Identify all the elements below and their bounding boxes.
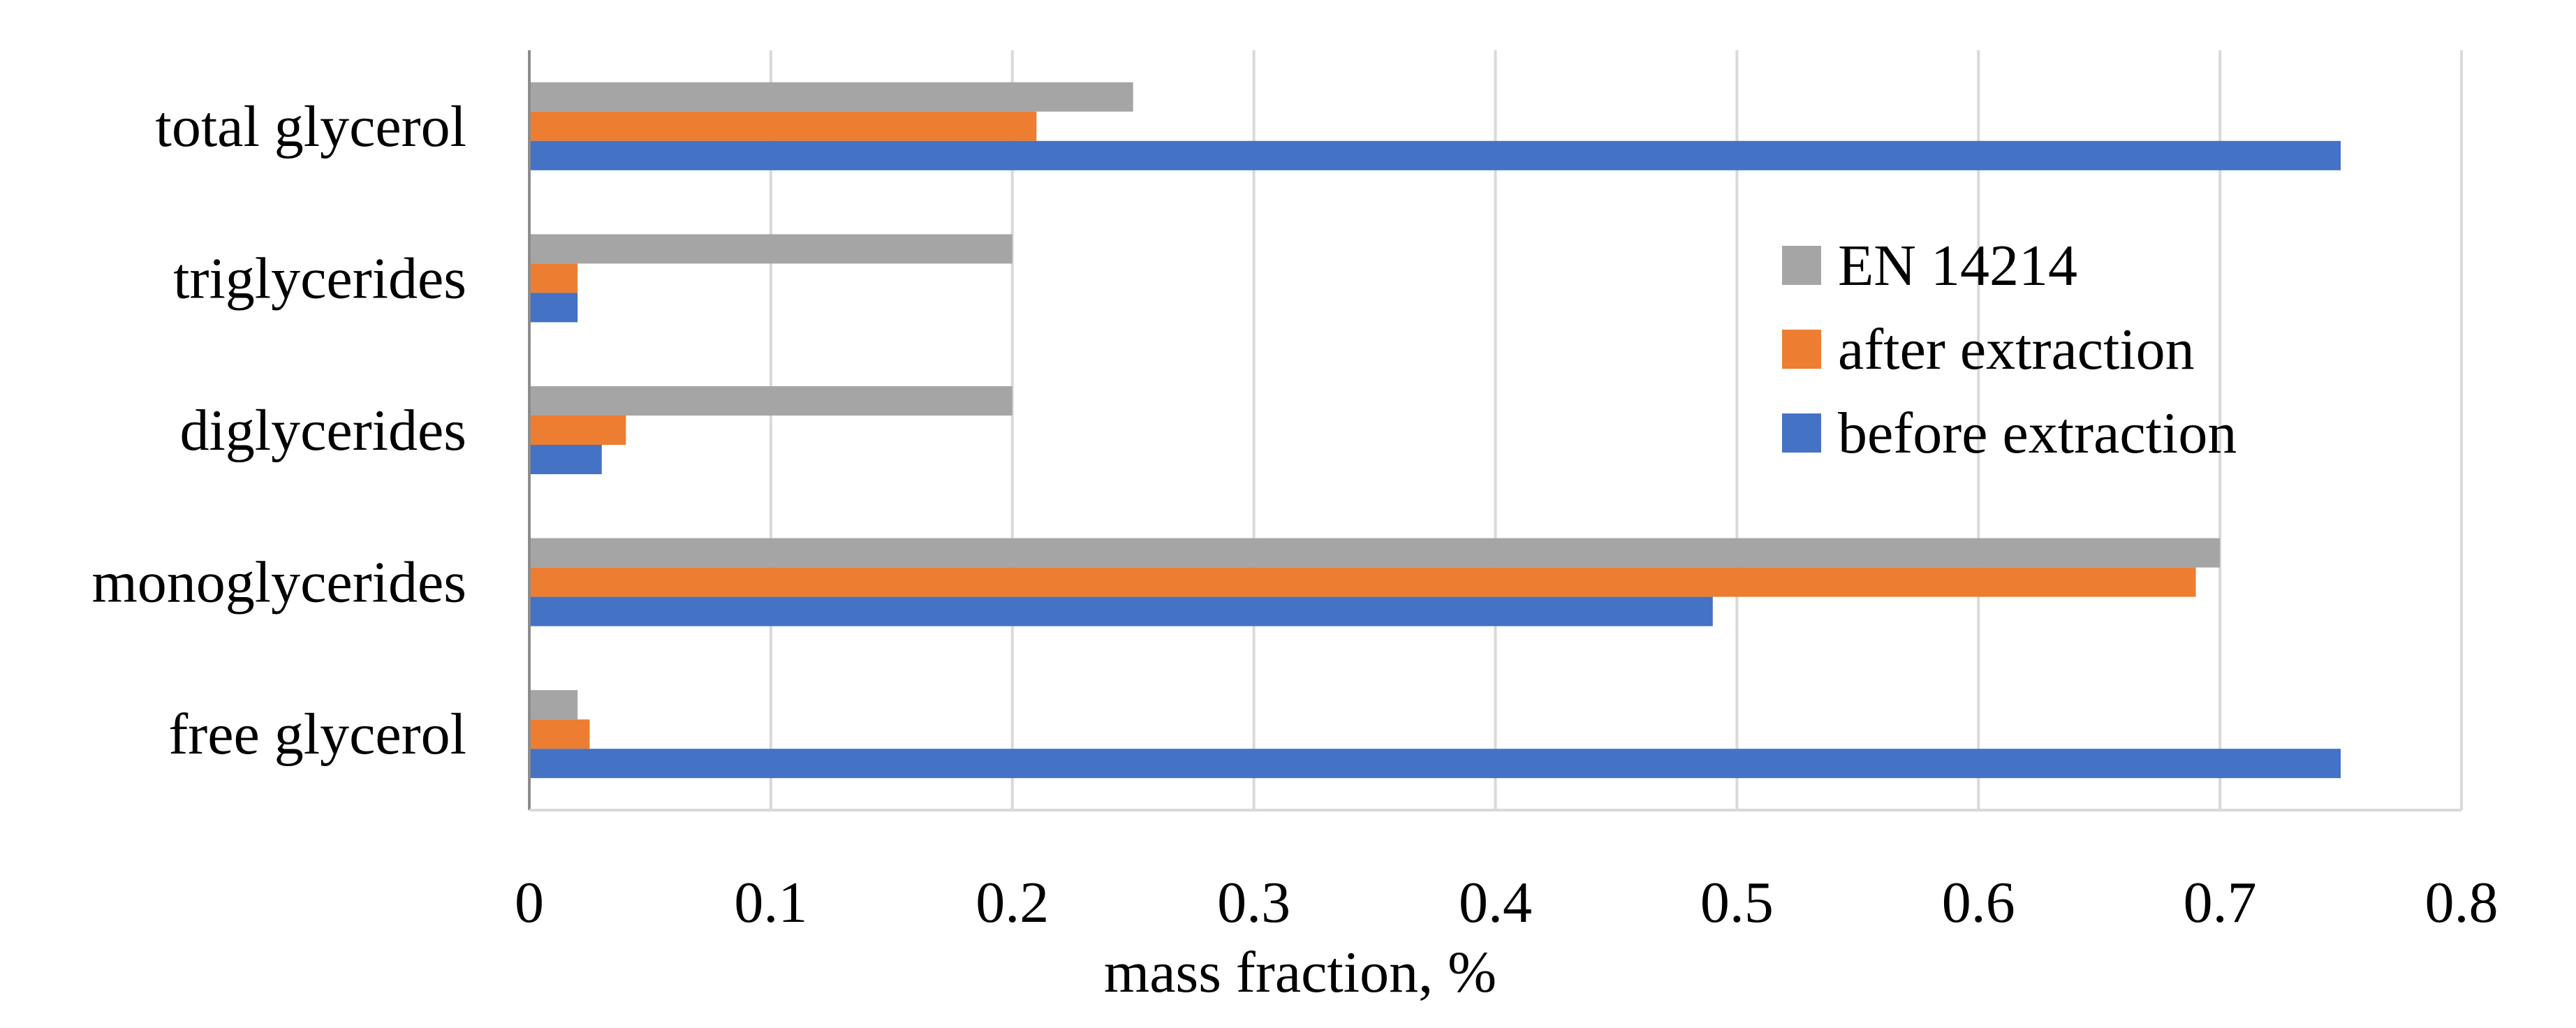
bars (529, 82, 2341, 779)
bar-after-extraction-free-glycerol (529, 719, 590, 749)
legend-item: after extraction (1782, 317, 2195, 382)
bar-en-14214-total-glycerol (529, 82, 1133, 112)
x-tick-label: 0.8 (2425, 870, 2498, 935)
x-tick-label: 0 (515, 870, 544, 935)
legend-swatch (1782, 330, 1821, 369)
bar-before-extraction-diglycerides (529, 445, 602, 474)
x-tick-label: 0.3 (1217, 870, 1290, 935)
category-label: total glycerol (155, 94, 466, 159)
x-tick-label: 0.1 (734, 870, 807, 935)
category-label: triglycerides (173, 246, 466, 311)
bar-before-extraction-total-glycerol (529, 140, 2341, 170)
legend-label: after extraction (1838, 317, 2195, 382)
bar-before-extraction-free-glycerol (529, 749, 2341, 779)
x-tick-label: 0.5 (1700, 870, 1774, 935)
bar-en-14214-triglycerides (529, 234, 1013, 264)
legend-swatch (1782, 413, 1821, 453)
bar-before-extraction-triglycerides (529, 293, 578, 323)
gridlines (769, 50, 2463, 810)
bar-en-14214-free-glycerol (529, 690, 578, 720)
bar-after-extraction-triglycerides (529, 263, 578, 293)
legend-item: EN 14214 (1782, 233, 2077, 298)
category-label: monoglycerides (91, 550, 466, 615)
x-axis-title: mass fraction, % (1104, 940, 1496, 1005)
category-label: free glycerol (168, 702, 466, 767)
legend-item: before extraction (1782, 401, 2237, 466)
x-tick-label: 0.7 (2184, 870, 2257, 935)
x-tick-labels: 0 0.1 0.2 0.3 0.4 0.5 0.6 0.7 0.8 (515, 870, 2498, 935)
legend-label: before extraction (1838, 401, 2237, 466)
bar-after-extraction-total-glycerol (529, 111, 1037, 141)
bar-en-14214-diglycerides (529, 386, 1013, 416)
legend: EN 14214 after extraction before extractio… (1782, 233, 2237, 466)
x-tick-label: 0.2 (976, 870, 1049, 935)
bar-en-14214-monoglycerides (529, 538, 2221, 568)
legend-label: EN 14214 (1838, 233, 2077, 298)
bar-before-extraction-monoglycerides (529, 596, 1713, 626)
x-tick-label: 0.6 (1942, 870, 2015, 935)
x-tick-label: 0.4 (1459, 870, 1532, 935)
bar-after-extraction-monoglycerides (529, 567, 2196, 597)
axes (528, 50, 2461, 812)
legend-swatch (1782, 246, 1821, 285)
category-label: diglycerides (179, 398, 466, 463)
category-labels: total glycerol triglycerides diglycerides m… (91, 94, 466, 767)
bar-after-extraction-diglycerides (529, 416, 626, 445)
